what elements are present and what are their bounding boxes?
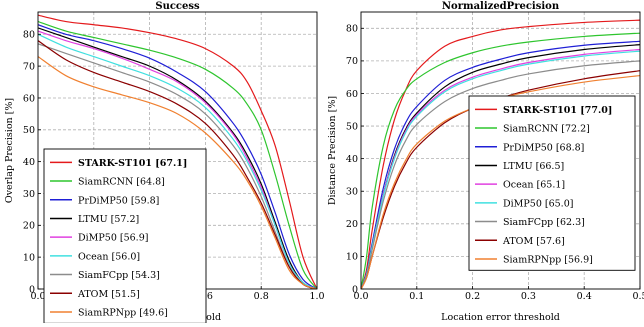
y-tick-label: 60 bbox=[23, 93, 35, 104]
legend-label: LTMU [66.5] bbox=[503, 161, 564, 172]
y-tick-label: 40 bbox=[23, 157, 35, 168]
success-chart: 0.00.20.40.60.81.001020304050607080Succe… bbox=[4, 1, 325, 324]
legend-label: SiamFCpp [54.3] bbox=[78, 270, 160, 281]
legend-label: PrDiMP50 [59.8] bbox=[78, 195, 159, 206]
series-line bbox=[361, 40, 640, 289]
y-tick-label: 30 bbox=[346, 187, 358, 198]
legend-label: STARK-ST101 [77.0] bbox=[503, 105, 612, 116]
legend-label: SiamRPNpp [56.9] bbox=[503, 254, 593, 265]
chart-title: NormalizedPrecision bbox=[442, 1, 560, 12]
series-line bbox=[38, 33, 317, 289]
y-tick-label: 20 bbox=[346, 219, 358, 230]
y-tick-label: 0 bbox=[352, 284, 358, 295]
legend-label: DiMP50 [56.9] bbox=[78, 233, 148, 244]
y-tick-label: 10 bbox=[346, 252, 358, 263]
y-tick-label: 60 bbox=[346, 89, 358, 100]
legend: STARK-ST101 [77.0] SiamRCNN [72.2] PrDiMP5… bbox=[468, 95, 636, 271]
series-line bbox=[361, 50, 640, 289]
x-axis-label: Location error threshold bbox=[441, 312, 560, 323]
legend-label: LTMU [57.2] bbox=[78, 214, 139, 225]
legend: STARK-ST101 [67.1] SiamRCNN [64.8] PrDiMP5… bbox=[43, 148, 207, 324]
x-tick-label: 0.0 bbox=[30, 291, 45, 302]
legend-label: ATOM [51.5] bbox=[77, 289, 140, 300]
series-line bbox=[361, 19, 640, 289]
series-line bbox=[38, 24, 317, 289]
legend-label: SiamRCNN [72.2] bbox=[503, 124, 590, 135]
y-axis-label: Distance Precision [%] bbox=[327, 96, 338, 205]
y-tick-label: 50 bbox=[346, 121, 358, 132]
legend-label: Ocean [65.1] bbox=[503, 180, 565, 191]
x-tick-label: 0.5 bbox=[632, 291, 644, 302]
legend-box bbox=[468, 95, 636, 271]
y-tick-label: 50 bbox=[23, 125, 35, 136]
legend-label: Ocean [56.0] bbox=[78, 251, 140, 262]
y-tick-label: 80 bbox=[23, 30, 35, 41]
y-tick-label: 40 bbox=[346, 154, 358, 165]
y-tick-label: 70 bbox=[23, 61, 35, 72]
legend-label: ATOM [57.6] bbox=[502, 236, 565, 247]
series-line bbox=[38, 20, 317, 289]
legend-label: SiamRCNN [64.8] bbox=[78, 177, 165, 188]
y-tick-label: 80 bbox=[346, 24, 358, 35]
series-group bbox=[38, 14, 317, 289]
x-tick-label: 0.0 bbox=[353, 291, 368, 302]
series-line bbox=[38, 27, 317, 289]
series-line bbox=[361, 74, 640, 289]
series-line bbox=[38, 14, 317, 289]
y-axis-label: Overlap Precision [%] bbox=[4, 98, 15, 203]
x-tick-label: 0.3 bbox=[521, 291, 536, 302]
y-tick-label: 20 bbox=[23, 221, 35, 232]
series-line bbox=[38, 56, 317, 289]
legend-label: SiamRPNpp [49.6] bbox=[78, 307, 168, 318]
y-tick-label: 0 bbox=[29, 284, 35, 295]
normalized-precision-chart: 0.0 0.1 0.2 0.3 0.4 0.5 0 10 20 30 40 50 60 70 80 Norma… bbox=[327, 1, 644, 323]
legend-box bbox=[43, 148, 207, 324]
series-line bbox=[361, 60, 640, 289]
axes-frame bbox=[360, 11, 641, 290]
y-tick-label: 10 bbox=[23, 252, 35, 263]
series-line bbox=[361, 32, 640, 289]
chart-title: Success bbox=[155, 1, 200, 12]
legend-label: STARK-ST101 [67.1] bbox=[78, 158, 187, 169]
legend-label: DiMP50 [65.0] bbox=[503, 198, 573, 209]
legend-label: PrDiMP50 [68.8] bbox=[503, 142, 584, 153]
y-tick-label: 70 bbox=[346, 56, 358, 67]
x-tick-label: 1.0 bbox=[309, 291, 324, 302]
x-tick-label: 0.4 bbox=[577, 291, 592, 302]
series-line bbox=[38, 40, 317, 289]
x-tick-label: 0.2 bbox=[465, 291, 480, 302]
legend-label: SiamFCpp [62.3] bbox=[503, 217, 585, 228]
x-tick-label: 0.1 bbox=[409, 291, 424, 302]
y-tick-label: 30 bbox=[23, 189, 35, 200]
x-tick-label: 0.8 bbox=[254, 291, 269, 302]
series-group bbox=[361, 19, 640, 289]
